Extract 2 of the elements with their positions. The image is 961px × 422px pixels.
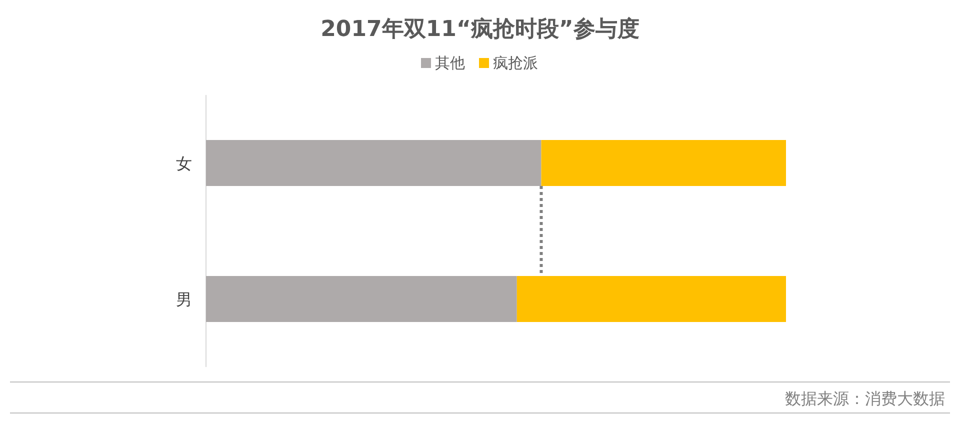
annotation: 数据来源：消费大数据 (785, 389, 945, 408)
title: 2017年双11“疯抢时段”参与度 (320, 17, 640, 42)
